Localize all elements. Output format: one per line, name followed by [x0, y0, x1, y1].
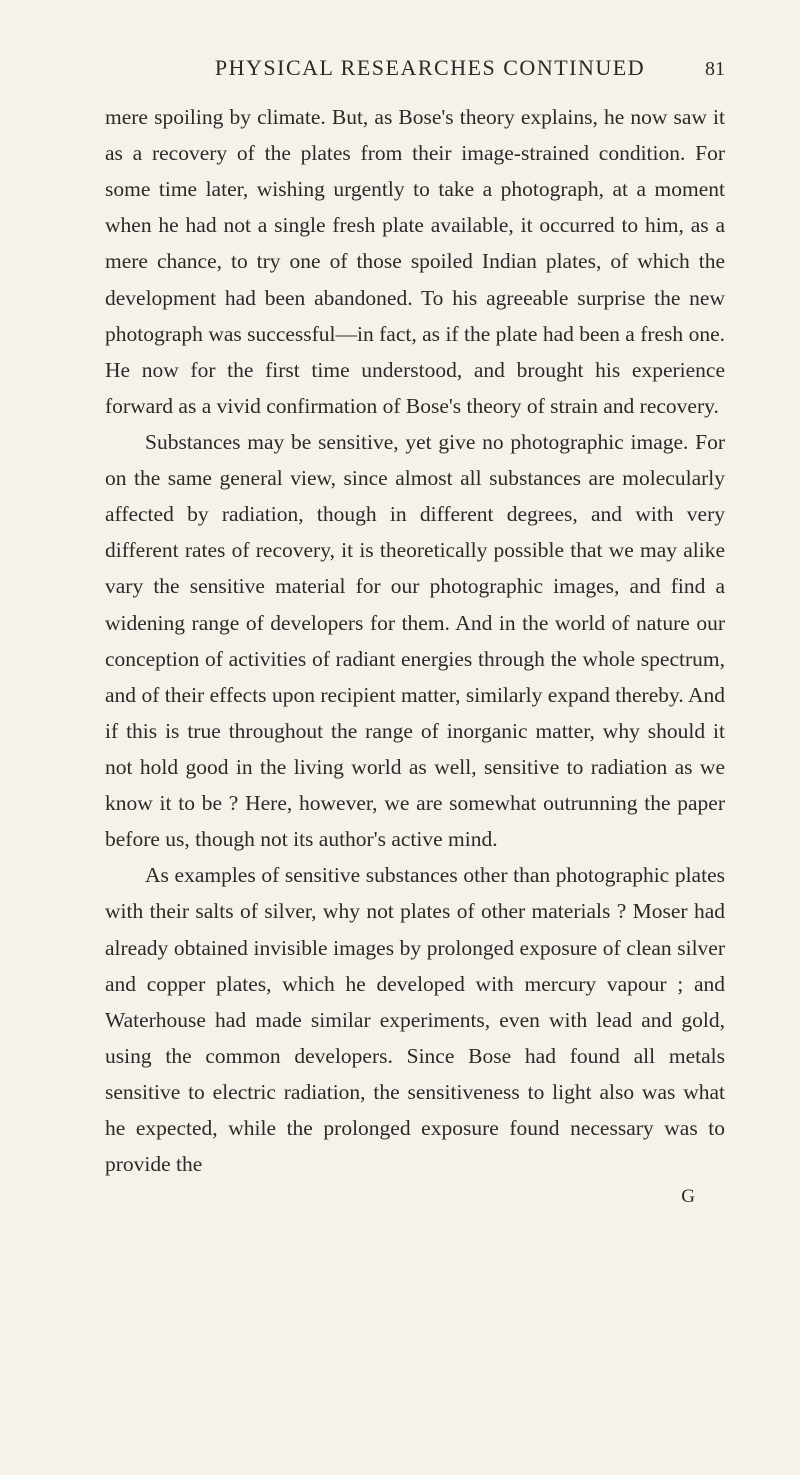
signature-mark: G: [105, 1186, 725, 1208]
body-paragraph-1: mere spoiling by climate. But, as Bose's…: [105, 99, 725, 424]
body-paragraph-3: As examples of sensitive substances othe…: [105, 857, 725, 1182]
page-number: 81: [705, 58, 725, 81]
running-title: PHYSICAL RESEARCHES CONTINUED: [105, 55, 705, 81]
body-paragraph-2: Substances may be sensitive, yet give no…: [105, 424, 725, 857]
page-header: PHYSICAL RESEARCHES CONTINUED 81: [105, 55, 725, 81]
